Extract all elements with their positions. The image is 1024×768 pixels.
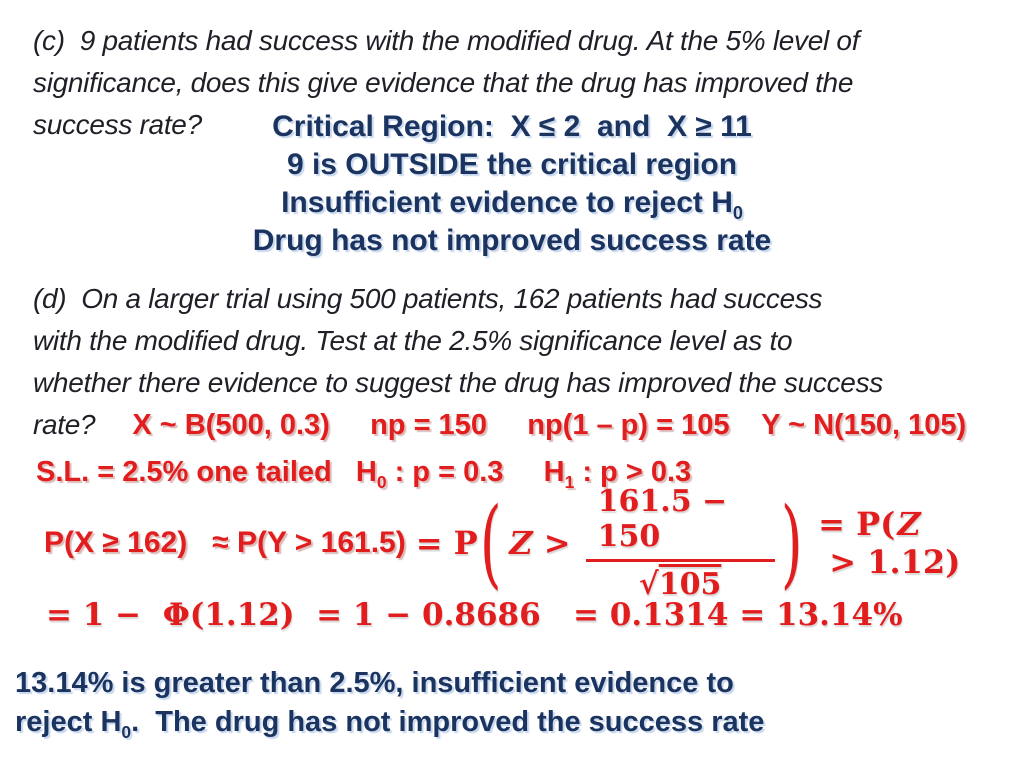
z-variable: Z [897, 505, 921, 543]
question-c-line1: (c) 9 patients had success with the modi… [33, 25, 860, 56]
insufficient-evidence-line: Insufficient evidence to reject H0 [0, 184, 1024, 222]
h1-subscript: 1 [564, 471, 575, 492]
critical-region-line: Critical Region: X ≤ 2 and X ≥ 11 [272, 110, 752, 143]
probability-equation: P(X ≥ 162) ≈ P(Y > 161.5) = P ( Z > 161.… [44, 484, 1024, 602]
question-d-line2: with the modified drug. Test at the 2.5%… [33, 325, 793, 356]
question-d: (d) On a larger trial using 500 patients… [33, 278, 966, 446]
question-d-line1: (d) On a larger trial using 500 patients… [33, 283, 823, 314]
h0-hypothesis-text: : p = 0.3 H [386, 456, 565, 488]
radicand: 105 [658, 567, 722, 602]
question-c: (c) 9 patients had success with the modi… [33, 20, 859, 146]
question-d-line4: rate? X ~ B(500, 0.3) np = 150 np(1 – p)… [33, 404, 966, 446]
question-d-line3: whether there evidence to suggest the dr… [33, 367, 883, 398]
h0-subscript: 0 [376, 471, 387, 492]
z-result-text: = P(Z > 1.12) [818, 505, 1024, 581]
prob-approximation-text: P(X ≥ 162) ≈ P(Y > 161.5) [44, 526, 406, 559]
not-improved-line: Drug has not improved success rate [252, 224, 772, 257]
open-paren: ( [479, 486, 502, 599]
phi-evaluation-line: = 1 − Φ(1.12) = 1 − 0.8686 = 0.1314 = 13… [46, 597, 903, 633]
z-result-pre: = P( [818, 505, 896, 543]
fraction-numerator: 161.5 − 150 [585, 484, 775, 562]
significance-hypotheses-line: S.L. = 2.5% one tailed H0 : p = 0.3 H1 :… [36, 452, 691, 492]
insufficient-evidence-text: Insufficient evidence to reject H [281, 186, 733, 219]
conclusion-line2: reject H0. The drug has not improved the… [15, 703, 764, 742]
conclusion-final-text: . The drug has not improved the success … [131, 706, 765, 738]
h0-subscript: 0 [121, 721, 132, 742]
z-result-post: > 1.12) [818, 543, 961, 581]
fraction: 161.5 − 150 √105 [585, 484, 775, 602]
distribution-line: X ~ B(500, 0.3) np = 150 np(1 – p) = 105… [132, 409, 967, 441]
greater-than-sign: > [532, 524, 582, 562]
rate-question-text: rate? [33, 409, 96, 440]
answer-c: Critical Region: X ≤ 2 and X ≥ 11 9 is O… [0, 108, 1024, 260]
conclusion-line1: 13.14% is greater than 2.5%, insufficien… [15, 667, 734, 699]
sl-text: S.L. = 2.5% one tailed H [36, 456, 377, 488]
h0-subscript: 0 [732, 203, 743, 223]
radical-sign: √ [639, 567, 659, 602]
question-c-line2: significance, does this give evidence th… [33, 67, 854, 98]
h1-hypothesis-text: : p > 0.3 [574, 456, 692, 488]
equals-p-text: = P [415, 524, 478, 562]
close-paren: ) [780, 486, 803, 599]
z-variable: Z [509, 524, 533, 562]
fraction-denominator: √105 [639, 562, 721, 602]
conclusion: 13.14% is greater than 2.5%, insufficien… [15, 664, 764, 742]
outside-region-line: 9 is OUTSIDE the critical region [286, 148, 738, 181]
reject-text: reject H [15, 706, 122, 738]
question-c-line3: success rate? [33, 109, 202, 140]
